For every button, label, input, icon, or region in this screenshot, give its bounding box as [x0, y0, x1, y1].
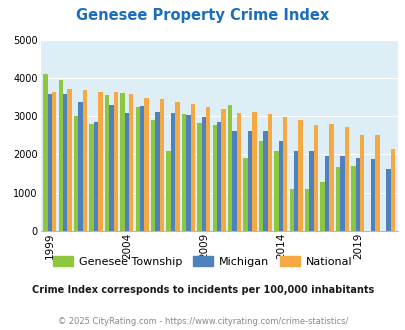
Bar: [89, 124, 94, 231]
Bar: [94, 122, 98, 231]
Bar: [221, 109, 225, 231]
Bar: [160, 99, 164, 231]
Bar: [190, 104, 194, 231]
Bar: [155, 112, 160, 231]
Bar: [52, 92, 56, 231]
Bar: [217, 122, 221, 231]
Bar: [201, 117, 205, 231]
Bar: [262, 131, 267, 231]
Bar: [67, 89, 72, 231]
Legend: Genesee Township, Michigan, National: Genesee Township, Michigan, National: [49, 251, 356, 271]
Bar: [83, 90, 87, 231]
Bar: [113, 92, 118, 231]
Bar: [129, 94, 133, 231]
Bar: [350, 166, 355, 231]
Bar: [135, 107, 140, 231]
Bar: [186, 115, 190, 231]
Bar: [344, 127, 348, 231]
Bar: [370, 159, 375, 231]
Bar: [197, 123, 201, 231]
Bar: [278, 141, 282, 231]
Text: © 2025 CityRating.com - https://www.cityrating.com/crime-statistics/: © 2025 CityRating.com - https://www.city…: [58, 317, 347, 326]
Bar: [375, 135, 379, 231]
Bar: [175, 102, 179, 231]
Bar: [324, 155, 328, 231]
Bar: [258, 141, 262, 231]
Bar: [274, 151, 278, 231]
Bar: [74, 116, 78, 231]
Bar: [47, 94, 52, 231]
Bar: [124, 113, 129, 231]
Bar: [236, 114, 241, 231]
Bar: [390, 149, 394, 231]
Bar: [320, 182, 324, 231]
Bar: [289, 189, 293, 231]
Bar: [43, 74, 47, 231]
Bar: [120, 93, 124, 231]
Bar: [104, 95, 109, 231]
Bar: [144, 98, 148, 231]
Bar: [228, 105, 232, 231]
Bar: [98, 92, 102, 231]
Bar: [181, 114, 186, 231]
Bar: [355, 158, 359, 231]
Text: Genesee Property Crime Index: Genesee Property Crime Index: [76, 8, 329, 23]
Bar: [247, 131, 252, 231]
Bar: [328, 124, 333, 231]
Bar: [171, 113, 175, 231]
Bar: [298, 120, 302, 231]
Bar: [109, 106, 113, 231]
Bar: [78, 102, 83, 231]
Bar: [63, 94, 67, 231]
Bar: [304, 189, 309, 231]
Bar: [151, 120, 155, 231]
Bar: [212, 125, 217, 231]
Bar: [267, 114, 271, 231]
Bar: [309, 151, 313, 231]
Bar: [339, 155, 344, 231]
Bar: [252, 112, 256, 231]
Bar: [359, 135, 364, 231]
Bar: [140, 106, 144, 231]
Bar: [205, 107, 210, 231]
Bar: [282, 117, 287, 231]
Bar: [293, 151, 298, 231]
Bar: [335, 167, 339, 231]
Bar: [313, 125, 318, 231]
Bar: [166, 151, 171, 231]
Bar: [232, 131, 236, 231]
Bar: [59, 80, 63, 231]
Bar: [386, 169, 390, 231]
Text: Crime Index corresponds to incidents per 100,000 inhabitants: Crime Index corresponds to incidents per…: [32, 285, 373, 295]
Bar: [243, 158, 247, 231]
